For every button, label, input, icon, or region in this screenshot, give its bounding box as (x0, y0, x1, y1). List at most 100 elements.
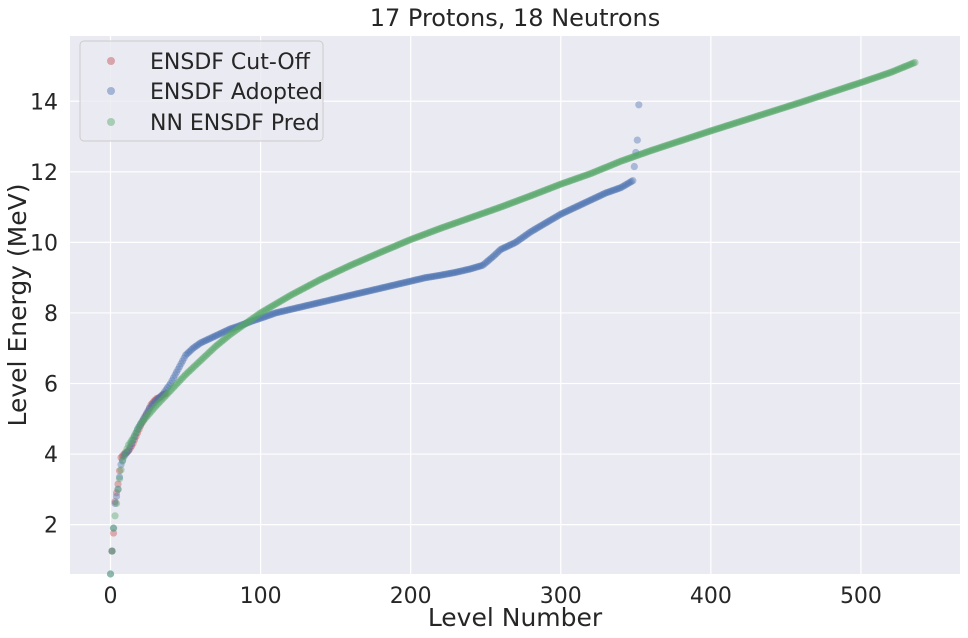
data-point (241, 319, 250, 328)
data-point (414, 275, 422, 284)
data-point (500, 202, 508, 210)
data-point (130, 436, 139, 444)
data-point (288, 290, 296, 299)
data-point (174, 379, 182, 387)
data-point (148, 401, 157, 409)
data-point (870, 74, 879, 82)
y-tick-label: 2 (44, 514, 58, 539)
data-point (422, 230, 430, 238)
data-point (121, 449, 130, 457)
data-point (235, 324, 244, 332)
data-point (314, 299, 322, 307)
data-point (840, 84, 849, 92)
data-point (750, 113, 758, 121)
data-point (638, 150, 646, 158)
data-point (163, 390, 172, 398)
data-point (876, 72, 885, 80)
data-point (175, 377, 184, 385)
data-point (566, 206, 574, 214)
data-point (843, 83, 852, 91)
data-point (426, 273, 434, 281)
data-point (344, 263, 352, 271)
data-point (368, 286, 376, 294)
data-point (168, 385, 176, 393)
data-point (368, 252, 376, 260)
data-point (112, 492, 121, 500)
data-point (393, 280, 401, 288)
data-point (246, 316, 254, 324)
data-point (723, 122, 731, 130)
data-point (238, 321, 247, 329)
data-point (683, 135, 691, 143)
data-point (266, 311, 274, 319)
data-point (554, 181, 562, 189)
data-point (566, 177, 574, 185)
data-point (879, 71, 888, 79)
data-point (109, 529, 118, 537)
data-point (662, 142, 670, 150)
data-point (235, 322, 244, 330)
data-point (372, 285, 380, 293)
data-point (396, 280, 404, 288)
data-point (190, 343, 199, 351)
data-point (428, 273, 436, 281)
data-point (513, 197, 521, 205)
data-point (341, 264, 349, 272)
data-point (308, 300, 316, 309)
data-point (542, 219, 550, 227)
data-point (450, 269, 458, 277)
data-point (740, 116, 748, 125)
data-point (202, 351, 211, 359)
data-point (281, 295, 289, 303)
data-point (539, 187, 547, 195)
legend-marker-nn-pred (107, 118, 115, 126)
data-point (710, 126, 718, 134)
data-point (486, 255, 494, 263)
data-point (114, 485, 122, 493)
data-point (570, 175, 578, 184)
data-point (506, 241, 514, 249)
data-point (417, 275, 425, 283)
data-point (605, 188, 613, 196)
data-point (777, 104, 785, 113)
data-point (383, 283, 391, 291)
data-point (147, 402, 155, 411)
data-point (243, 318, 251, 327)
data-point (294, 304, 302, 312)
data-point (467, 265, 475, 273)
data-point (818, 91, 826, 100)
data-point (764, 109, 772, 117)
data-point (114, 480, 122, 488)
data-point (347, 291, 355, 299)
data-point (306, 281, 314, 289)
data-point (251, 316, 259, 324)
data-point (600, 164, 608, 172)
data-point (483, 208, 491, 216)
data-point (223, 332, 232, 341)
data-point (395, 241, 403, 249)
data-point (485, 256, 493, 264)
data-point (186, 347, 194, 355)
data-point (112, 489, 121, 497)
data-point (557, 180, 565, 188)
data-point (404, 237, 412, 245)
data-point (357, 289, 365, 297)
data-point (199, 354, 208, 362)
data-point (635, 151, 643, 159)
data-point (444, 270, 452, 278)
data-point (701, 129, 709, 137)
data-point (849, 81, 858, 89)
data-point (515, 236, 523, 244)
data-point (614, 185, 622, 193)
data-point (266, 304, 274, 312)
data-point (144, 407, 152, 415)
data-point (519, 195, 527, 203)
data-point (515, 196, 523, 204)
data-point (142, 410, 151, 418)
data-point (495, 247, 503, 255)
data-point (293, 304, 301, 312)
data-point (109, 524, 118, 532)
data-point (822, 90, 831, 98)
data-point (261, 306, 269, 314)
data-point (857, 78, 865, 87)
